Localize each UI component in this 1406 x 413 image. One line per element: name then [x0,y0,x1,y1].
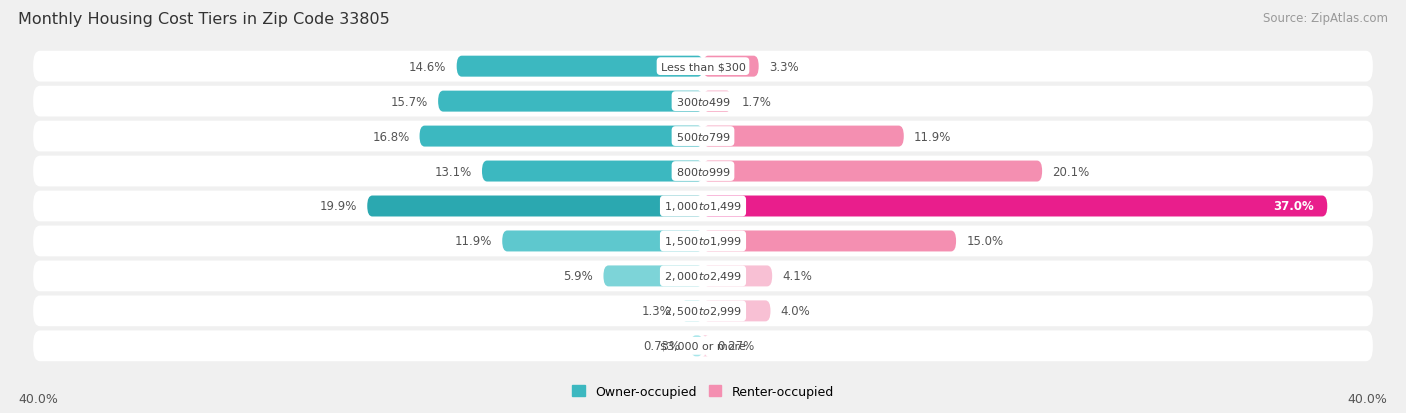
Text: 20.1%: 20.1% [1052,165,1090,178]
FancyBboxPatch shape [703,335,709,356]
Text: 16.8%: 16.8% [373,130,409,143]
Text: $1,000 to $1,499: $1,000 to $1,499 [664,200,742,213]
FancyBboxPatch shape [34,296,1372,326]
FancyBboxPatch shape [34,261,1372,292]
FancyBboxPatch shape [703,196,1327,217]
Text: $1,500 to $1,999: $1,500 to $1,999 [664,235,742,248]
Text: 11.9%: 11.9% [914,130,952,143]
Text: $300 to $499: $300 to $499 [675,96,731,108]
Text: $800 to $999: $800 to $999 [675,166,731,178]
Text: 1.3%: 1.3% [641,305,671,318]
Text: 15.0%: 15.0% [966,235,1004,248]
FancyBboxPatch shape [482,161,703,182]
Text: 5.9%: 5.9% [564,270,593,283]
FancyBboxPatch shape [34,191,1372,222]
FancyBboxPatch shape [703,266,772,287]
FancyBboxPatch shape [34,156,1372,187]
Text: 40.0%: 40.0% [18,392,58,405]
Text: 11.9%: 11.9% [454,235,492,248]
Text: Source: ZipAtlas.com: Source: ZipAtlas.com [1263,12,1388,25]
FancyBboxPatch shape [34,87,1372,117]
FancyBboxPatch shape [681,301,703,322]
Text: Less than $300: Less than $300 [661,62,745,72]
FancyBboxPatch shape [703,301,770,322]
FancyBboxPatch shape [367,196,703,217]
Text: 0.27%: 0.27% [717,339,755,352]
FancyBboxPatch shape [34,331,1372,361]
Text: 13.1%: 13.1% [434,165,472,178]
FancyBboxPatch shape [603,266,703,287]
FancyBboxPatch shape [690,335,703,356]
Legend: Owner-occupied, Renter-occupied: Owner-occupied, Renter-occupied [572,385,834,398]
FancyBboxPatch shape [34,121,1372,152]
Text: 4.1%: 4.1% [782,270,813,283]
FancyBboxPatch shape [703,91,731,112]
Text: 40.0%: 40.0% [1348,392,1388,405]
FancyBboxPatch shape [34,226,1372,257]
FancyBboxPatch shape [34,52,1372,82]
Text: 3.3%: 3.3% [769,61,799,74]
FancyBboxPatch shape [703,57,759,78]
Text: 19.9%: 19.9% [319,200,357,213]
Text: Monthly Housing Cost Tiers in Zip Code 33805: Monthly Housing Cost Tiers in Zip Code 3… [18,12,389,27]
FancyBboxPatch shape [439,91,703,112]
Text: 0.73%: 0.73% [644,339,681,352]
FancyBboxPatch shape [703,126,904,147]
Text: $500 to $799: $500 to $799 [675,131,731,143]
Text: $2,500 to $2,999: $2,500 to $2,999 [664,305,742,318]
FancyBboxPatch shape [703,161,1042,182]
Text: 4.0%: 4.0% [780,305,810,318]
Text: 37.0%: 37.0% [1272,200,1313,213]
Text: $3,000 or more: $3,000 or more [661,341,745,351]
Text: 15.7%: 15.7% [391,95,427,108]
FancyBboxPatch shape [457,57,703,78]
Text: 14.6%: 14.6% [409,61,447,74]
FancyBboxPatch shape [502,231,703,252]
Text: $2,000 to $2,499: $2,000 to $2,499 [664,270,742,283]
FancyBboxPatch shape [703,231,956,252]
FancyBboxPatch shape [419,126,703,147]
Text: 1.7%: 1.7% [742,95,772,108]
